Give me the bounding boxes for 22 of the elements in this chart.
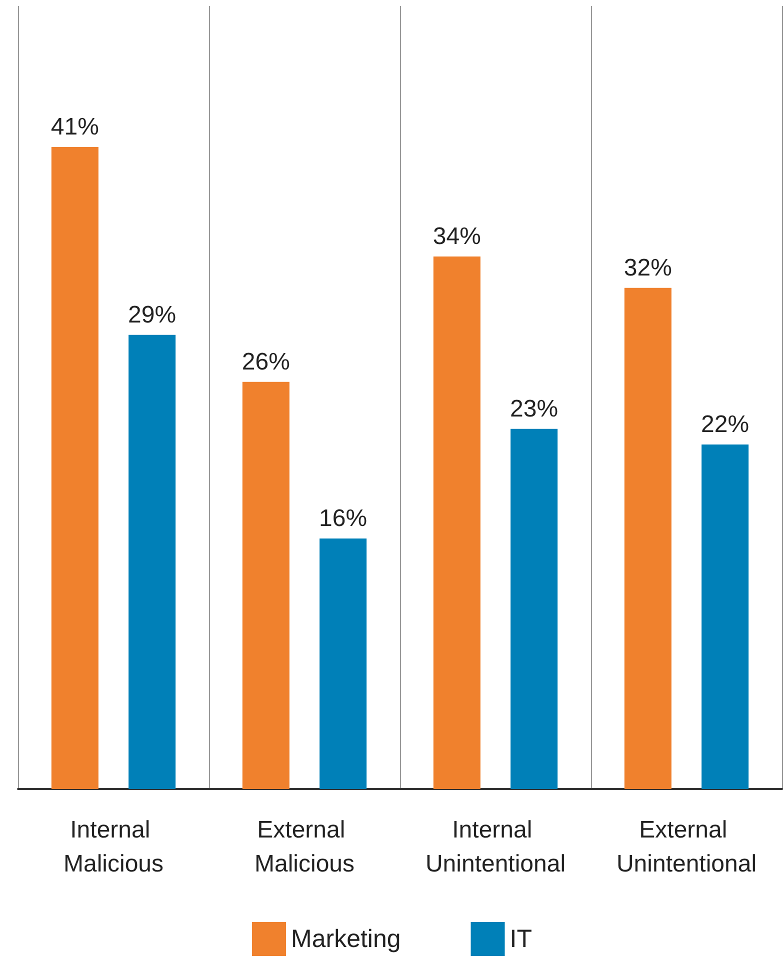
bar [242,382,290,789]
x-tick-label: Internal Malicious [63,816,164,878]
bar [51,146,98,789]
bar [510,428,558,789]
data-label: 32% [624,254,672,282]
data-label: 26% [242,348,290,376]
data-label: 41% [50,113,99,140]
bar [433,256,480,789]
data-label: 29% [128,301,176,328]
x-tick-label: External Malicious [254,816,355,878]
data-label: 16% [319,504,368,532]
x-tick-label: External Unintentional [616,816,757,878]
bar [128,334,176,789]
bar [624,288,672,789]
bar [320,538,367,789]
legend-label: IT [510,925,532,953]
x-tick-label: Internal Unintentional [425,816,566,878]
data-label: 22% [701,410,750,438]
data-label: 34% [432,223,481,250]
bar [702,444,749,789]
data-label: 23% [510,395,558,422]
legend-label: Marketing [291,925,401,953]
